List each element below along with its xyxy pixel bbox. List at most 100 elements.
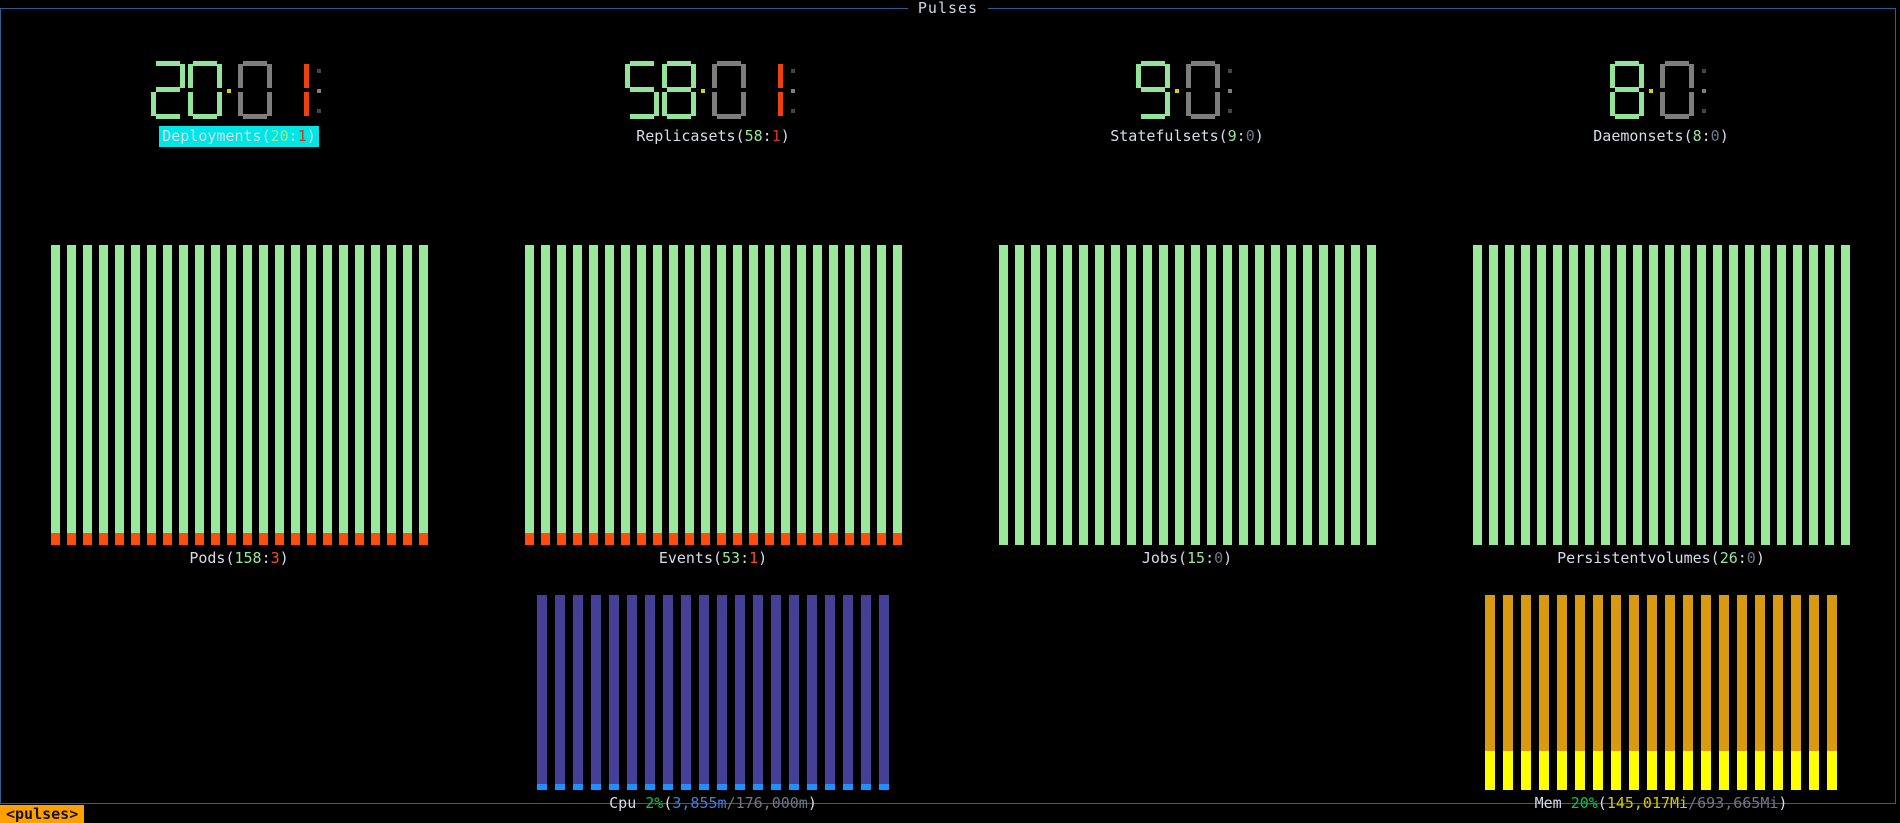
gauge-deployments-label[interactable]: Deployments(20:1)	[2, 126, 476, 147]
bar-segment-accent	[735, 784, 745, 790]
bar-segment-accent	[1791, 751, 1801, 790]
gauge-daemonsets[interactable]: Daemonsets(8:0)	[1424, 61, 1898, 161]
bar-segment-accent	[807, 784, 817, 790]
chart-bar	[1712, 245, 1722, 545]
chart-bar	[1142, 245, 1152, 545]
chart-bar	[1366, 245, 1376, 545]
chart-bar	[861, 595, 871, 790]
seven-segment-digit	[150, 61, 185, 119]
segment-c	[303, 92, 309, 116]
segment-b	[690, 64, 696, 88]
label-err: 0	[1710, 127, 1720, 145]
bar-segment-error	[418, 533, 428, 545]
chart-bar	[825, 595, 835, 790]
chart-bar	[1552, 245, 1562, 545]
chart-bar	[1696, 245, 1706, 545]
bar-segment-ok	[50, 245, 60, 533]
gauge-replicasets-label[interactable]: Replicasets(58:1)	[476, 126, 950, 147]
bar-segment-ok	[1094, 245, 1104, 545]
chart-bar	[780, 245, 790, 545]
bar-segment-error	[402, 533, 412, 545]
bar-segment-ok	[1174, 245, 1184, 545]
chart-bar	[1744, 245, 1754, 545]
chart-bar	[843, 595, 853, 790]
chart-bar	[242, 245, 252, 545]
bar-segment-accent	[1485, 751, 1495, 790]
label-prefix: Jobs(	[1141, 549, 1187, 567]
chart-bar	[386, 245, 396, 545]
bar-segment-ok	[1254, 245, 1264, 545]
bar-segment-ok	[1334, 245, 1344, 545]
bar-segment-accent	[1503, 751, 1513, 790]
bar-segment-error	[162, 533, 172, 545]
bar-segment-error	[636, 533, 646, 545]
label-suffix: )	[1778, 794, 1788, 812]
chart-bar	[1664, 245, 1674, 545]
seven-segment-digit	[1135, 61, 1170, 119]
colon-dot-b	[1701, 109, 1706, 113]
chart-bar	[226, 245, 236, 545]
label-sep: :	[1701, 127, 1711, 145]
bar-segment-used	[1593, 595, 1603, 751]
segment-b	[654, 64, 659, 88]
chart-bar	[636, 245, 646, 545]
chart-bar	[1647, 595, 1657, 790]
bar-segment-ok	[1302, 245, 1312, 545]
chart-cpu[interactable]	[476, 595, 950, 790]
segment-f	[624, 64, 630, 88]
label-slash: /	[1688, 794, 1698, 812]
bar-segment-used	[1719, 595, 1729, 751]
chart-bar	[573, 595, 583, 790]
gauge-statefulsets-display	[950, 61, 1424, 123]
bar-segment-ok	[1808, 245, 1818, 545]
label-err: 0	[1214, 549, 1224, 567]
segment-f	[275, 64, 280, 88]
chart-bar	[1254, 245, 1264, 545]
chart-bar	[1728, 245, 1738, 545]
segment-d	[280, 114, 304, 119]
bar-segment-accent	[1683, 751, 1693, 790]
bar-segment-ok	[1840, 245, 1850, 545]
segment-f	[1659, 64, 1665, 88]
bar-segment-ok	[1078, 245, 1088, 545]
segment-b	[1164, 64, 1170, 88]
chart-events[interactable]	[476, 245, 950, 545]
bar-segment-accent	[1521, 751, 1531, 790]
label-ok: 15	[1187, 549, 1206, 567]
chart-jobs[interactable]	[950, 245, 1424, 545]
dot	[1648, 89, 1653, 93]
bar-segment-used	[573, 595, 583, 785]
bar-segment-ok	[844, 245, 854, 533]
gauge-statefulsets[interactable]: Statefulsets(9:0)	[950, 61, 1424, 161]
gauge-statefulsets-label[interactable]: Statefulsets(9:0)	[950, 126, 1424, 147]
gauge-deployments[interactable]: Deployments(20:1)	[2, 61, 476, 161]
bar-segment-accent	[681, 784, 691, 790]
breadcrumb[interactable]: <pulses>	[0, 805, 85, 823]
chart-bar	[146, 245, 156, 545]
chart-pods[interactable]	[2, 245, 476, 545]
bar-segment-ok	[1286, 245, 1296, 545]
bar-segment-accent	[843, 784, 853, 790]
seven-segment-digit	[275, 61, 309, 119]
bar-segment-accent	[1575, 751, 1585, 790]
segment-d	[242, 114, 267, 119]
label-suffix: )	[780, 127, 790, 145]
bar-segment-used	[1575, 595, 1585, 751]
gauge-replicasets[interactable]: Replicasets(58:1)	[476, 61, 950, 161]
segment-d	[1664, 114, 1689, 119]
chart-mem[interactable]	[1424, 595, 1898, 790]
bar-segment-accent	[1647, 751, 1657, 790]
label-prefix: Events(	[658, 549, 723, 567]
bar-segment-ok	[1158, 245, 1168, 545]
segment-f	[661, 64, 667, 88]
bar-segment-ok	[274, 245, 284, 533]
bar-segment-ok	[1760, 245, 1770, 545]
label-open: (	[663, 794, 673, 812]
bar-segment-ok	[1318, 245, 1328, 545]
gauge-daemonsets-label[interactable]: Daemonsets(8:0)	[1424, 126, 1898, 147]
bar-segment-used	[609, 595, 619, 785]
bar-segment-ok	[226, 245, 236, 533]
chart-persistentvolumes[interactable]	[1424, 245, 1898, 545]
bar-segment-ok	[604, 245, 614, 533]
chart-bar	[524, 245, 534, 545]
